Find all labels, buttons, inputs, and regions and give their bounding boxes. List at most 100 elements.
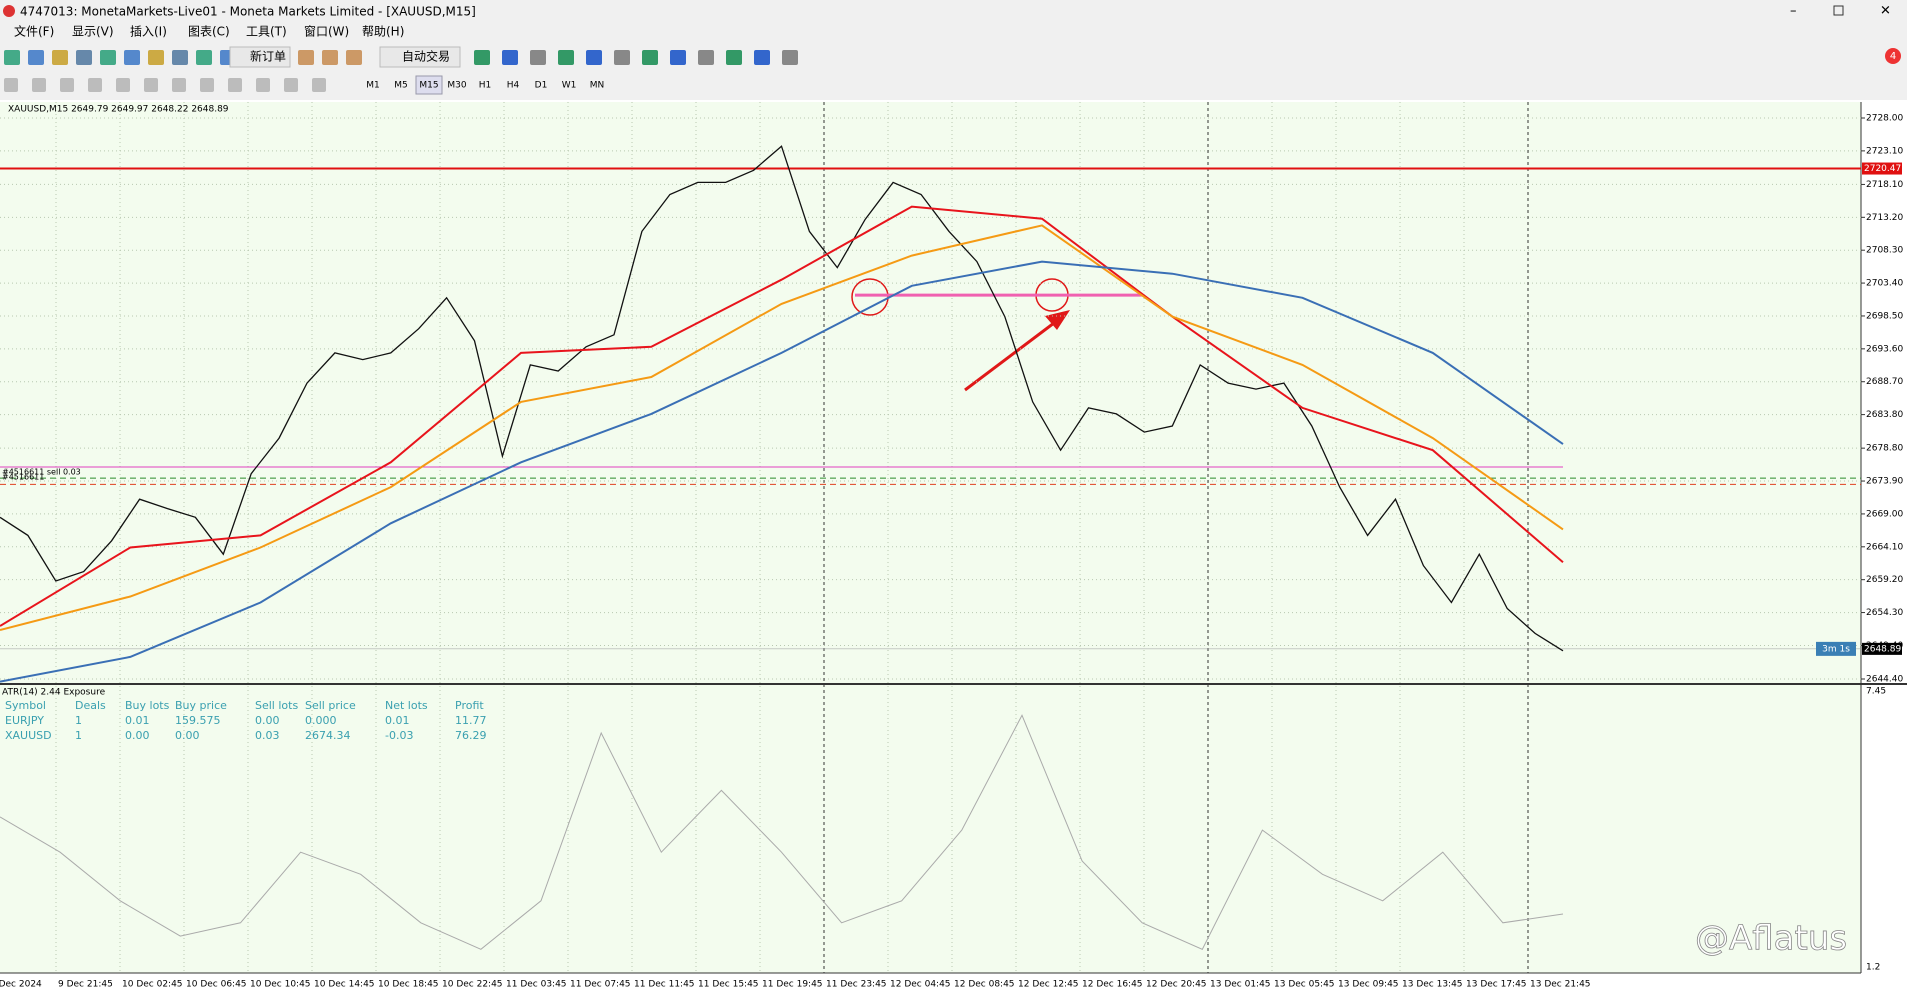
x-tick-label: 12 Dec 04:45 <box>890 980 951 990</box>
y-tick-label: 2723.10 <box>1866 146 1903 156</box>
tool-icon[interactable] <box>4 50 20 65</box>
timeframe-btn[interactable] <box>528 76 554 94</box>
tool-icon[interactable] <box>346 50 362 65</box>
draw-tool[interactable] <box>4 78 18 92</box>
y-tick-label: 2664.10 <box>1866 542 1903 552</box>
tool-icon[interactable] <box>322 50 338 65</box>
timeframe-btn[interactable] <box>584 76 610 94</box>
x-tick-label: 10 Dec 10:45 <box>250 980 311 990</box>
y-tick-label: 2659.20 <box>1866 575 1903 585</box>
tool-icon[interactable] <box>148 50 164 65</box>
timeframe-btn[interactable] <box>388 76 414 94</box>
tool-icon[interactable] <box>172 50 188 65</box>
tool-icon[interactable] <box>502 50 518 65</box>
timeframe-label: H4 <box>507 81 520 91</box>
exposure-cell: 159.575 <box>175 714 221 727</box>
timeframe-btn[interactable] <box>472 76 498 94</box>
y-tick-label: 2713.20 <box>1866 213 1903 223</box>
exposure-cell: 0.01 <box>385 714 410 727</box>
x-tick-label: 13 Dec 13:45 <box>1402 980 1463 990</box>
minimize[interactable]: – <box>1790 4 1797 19</box>
menu-item[interactable]: 工具(T) <box>246 25 287 39</box>
auto-trading-btn[interactable] <box>379 46 461 68</box>
tool-icon[interactable] <box>754 50 770 65</box>
exposure-header: Sell price <box>305 699 356 712</box>
tool-icon[interactable] <box>530 50 546 65</box>
menu-item[interactable]: 帮助(H) <box>362 25 404 39</box>
y-tick-label: 2654.30 <box>1866 608 1903 618</box>
menu-item[interactable]: 图表(C) <box>188 25 230 39</box>
x-tick-label: 13 Dec 17:45 <box>1466 980 1527 990</box>
tool-icon[interactable] <box>298 50 314 65</box>
timeframe-btn[interactable] <box>556 76 582 94</box>
x-tick-label: 11 Dec 11:45 <box>634 980 695 990</box>
timeframe-btn[interactable] <box>500 76 526 94</box>
arrow-head <box>1045 310 1070 330</box>
x-tick-label: 10 Dec 22:45 <box>442 980 503 990</box>
app-icon <box>3 5 15 17</box>
timeframe-btn[interactable] <box>444 76 470 94</box>
y-tick-label: 2728.00 <box>1866 114 1903 124</box>
exposure-cell: 1 <box>75 729 82 742</box>
timeframe-btn[interactable] <box>360 76 386 94</box>
menu-item[interactable]: 文件(F) <box>14 24 54 39</box>
exposure-cell: 11.77 <box>455 714 487 727</box>
tool-icon[interactable] <box>196 50 212 65</box>
x-tick-label: 10 Dec 02:45 <box>122 980 183 990</box>
timeframe-btn[interactable] <box>415 75 443 95</box>
new-order-btn[interactable] <box>229 46 291 68</box>
tool-icon[interactable] <box>124 50 140 65</box>
tool-icon[interactable] <box>670 50 686 65</box>
y-tick-label: 2669.00 <box>1866 509 1903 519</box>
notification-badge[interactable] <box>1885 48 1901 64</box>
tool-icon[interactable] <box>726 50 742 65</box>
timeframe-label: H1 <box>479 81 492 91</box>
tool-icon[interactable] <box>698 50 714 65</box>
exposure-cell: EURJPY <box>5 714 44 727</box>
watermark: @Aflatus <box>1695 919 1847 959</box>
draw-tool[interactable] <box>88 78 102 92</box>
restore[interactable] <box>1833 5 1844 16</box>
x-tick-label: 9 Dec 21:45 <box>58 980 113 990</box>
draw-tool[interactable] <box>172 78 186 92</box>
exposure-header: Buy lots <box>125 699 170 712</box>
x-tick-label: 11 Dec 03:45 <box>506 980 567 990</box>
close[interactable]: ✕ <box>1880 4 1891 19</box>
tool-icon[interactable] <box>558 50 574 65</box>
tool-icon[interactable] <box>28 50 44 65</box>
draw-tool[interactable] <box>256 78 270 92</box>
menu-item[interactable]: 窗口(W) <box>304 25 349 39</box>
x-tick-label: 11 Dec 07:45 <box>570 980 631 990</box>
draw-tool[interactable] <box>144 78 158 92</box>
tool-icon[interactable] <box>474 50 490 65</box>
tool-icon[interactable] <box>100 50 116 65</box>
tool-icon[interactable] <box>642 50 658 65</box>
draw-tool[interactable] <box>116 78 130 92</box>
draw-tool[interactable] <box>60 78 74 92</box>
exposure-cell: 0.01 <box>125 714 150 727</box>
exposure-cell: 0.00 <box>255 714 280 727</box>
exposure-cell: 2674.34 <box>305 729 351 742</box>
order-tp-label: #4516611 <box>2 473 44 482</box>
tool-icon[interactable] <box>782 50 798 65</box>
y-tick-label: 2708.30 <box>1866 246 1903 256</box>
draw-tool[interactable] <box>228 78 242 92</box>
tool-icon[interactable] <box>586 50 602 65</box>
timeframe-label: MN <box>590 81 605 91</box>
exposure-cell: XAUUSD <box>5 729 52 742</box>
tool-icon[interactable] <box>614 50 630 65</box>
new-order-label: 新订单 <box>250 49 286 64</box>
tool-icon[interactable] <box>76 50 92 65</box>
menu-item[interactable]: 插入(I) <box>130 25 167 39</box>
menu-item[interactable]: 显示(V) <box>72 25 114 39</box>
draw-tool[interactable] <box>200 78 214 92</box>
draw-tool[interactable] <box>32 78 46 92</box>
tool-icon[interactable] <box>52 50 68 65</box>
draw-tool[interactable] <box>312 78 326 92</box>
exposure-cell: -0.03 <box>385 729 413 742</box>
moving-average <box>0 224 1564 631</box>
exposure-cell: 0.00 <box>175 729 200 742</box>
exposure-cell: 0.03 <box>255 729 280 742</box>
x-tick-label: 10 Dec 14:45 <box>314 980 375 990</box>
draw-tool[interactable] <box>284 78 298 92</box>
